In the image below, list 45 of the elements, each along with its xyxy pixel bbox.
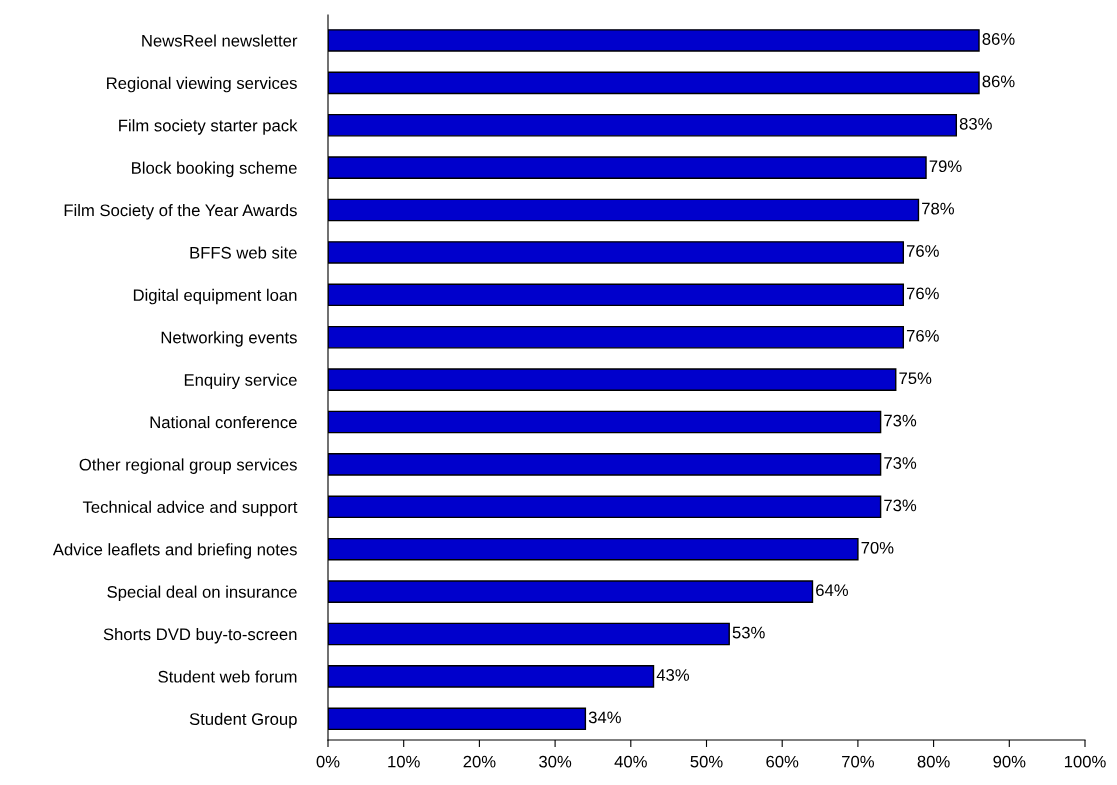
data-label: 73%: [884, 414, 917, 427]
y-tick-label: Digital equipment loan: [133, 288, 297, 305]
y-tick-label: BFFS web site: [190, 246, 297, 259]
data-label: 76%: [906, 287, 939, 300]
x-tick-label: 40%: [614, 755, 647, 768]
y-tick-label: National conference: [150, 415, 297, 429]
y-tick-label: Special deal on insurance: [107, 585, 297, 602]
y-tick-label: Film society starter pack: [119, 119, 298, 135]
x-tick-label: 10%: [388, 755, 420, 768]
y-tick-label: NewsReel newsletter: [142, 34, 298, 47]
x-tick-label: 70%: [842, 755, 874, 768]
y-tick-label: Regional viewing services: [107, 76, 297, 93]
y-tick-label: Networking events: [161, 331, 297, 347]
data-label: 76%: [906, 329, 939, 342]
data-label: 64%: [816, 584, 849, 597]
data-label: 86%: [982, 33, 1015, 45]
data-label: 73%: [884, 457, 917, 469]
y-tick-label: Student web forum: [158, 670, 297, 683]
data-label: 70%: [861, 541, 894, 554]
y-tick-label: Enquiry service: [184, 373, 297, 390]
data-label: 76%: [906, 245, 939, 257]
data-label: 83%: [959, 117, 992, 130]
y-tick-label: Film Society of the Year Awards: [64, 203, 297, 220]
x-tick-label: 50%: [690, 755, 723, 768]
data-label: 73%: [884, 499, 917, 512]
y-tick-label: Technical advice and support: [82, 500, 298, 517]
x-tick-label: 100%: [1064, 755, 1106, 768]
data-label: 78%: [922, 202, 954, 215]
x-tick-label: 60%: [766, 755, 799, 768]
x-tick-label: 20%: [463, 755, 496, 768]
y-tick-label: Advice leaflets and briefing notes: [52, 543, 297, 559]
data-label: 79%: [929, 160, 962, 173]
x-tick-label: 30%: [539, 755, 572, 768]
data-label: 75%: [899, 372, 932, 385]
x-tick-label: 90%: [993, 755, 1026, 768]
data-label: 43%: [656, 669, 690, 681]
data-label: 34%: [588, 711, 621, 724]
y-tick-label: Other regional group services: [79, 458, 297, 474]
y-tick-label: Shorts DVD buy-to-screen: [103, 627, 297, 644]
data-label: 53%: [732, 626, 765, 639]
y-tick-label: Block booking scheme: [132, 161, 297, 178]
y-tick-label: Student Group: [189, 712, 297, 729]
x-tick-label: 80%: [917, 755, 950, 768]
x-tick-label: 0%: [316, 755, 340, 768]
data-label: 86%: [982, 75, 1015, 88]
